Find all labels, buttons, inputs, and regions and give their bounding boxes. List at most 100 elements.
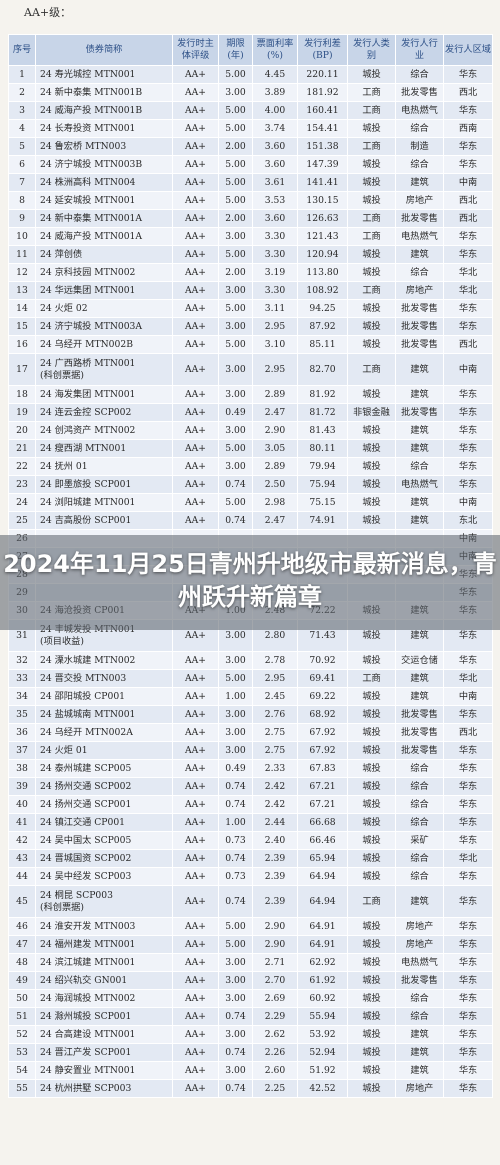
bond-name-line: 24 淮安开发 MTN003 — [40, 920, 136, 932]
cell-coupon: 3.30 — [252, 281, 298, 300]
cell-issuer-type: 城投 — [347, 317, 396, 336]
cell-issuer-industry: 综合 — [395, 155, 444, 174]
cell-issuer-industry: 综合 — [395, 989, 444, 1008]
cell-rating: AA+ — [172, 317, 219, 336]
cell-issuer-region: 华北 — [443, 263, 493, 282]
cell-bond-name: 24 邵阳城投 CP001 — [35, 687, 173, 706]
cell-rating: AA+ — [172, 687, 219, 706]
cell-issuer-region: 西北 — [443, 83, 493, 102]
cell-issuer-type: 城投 — [347, 971, 396, 990]
cell-issuer-type: 工商 — [347, 227, 396, 246]
table-row: 16 24 乌经开 MTN002B AA+ 5.00 3.10 85.11 城投 批发零售 西北 — [8, 335, 493, 354]
cell-issuer-type: 工商 — [347, 885, 396, 918]
table-row: 19 24 连云金控 SCP002 AA+ 0.49 2.47 81.72 非银金融 批发零售… — [8, 403, 493, 422]
cell-issuer-type: 城投 — [347, 813, 396, 832]
cell-issuer-type: 城投 — [347, 511, 396, 530]
cell-issuer-industry: 建筑 — [395, 1043, 444, 1062]
header-coupon: 票面利率(%) — [252, 34, 298, 66]
cell-issuer-region: 华东 — [443, 867, 493, 886]
cell-bond-name: 24 新中泰集 MTN001A — [35, 209, 173, 228]
cell-issuer-type: 城投 — [347, 245, 396, 264]
cell-index: 42 — [8, 831, 36, 850]
cell-term: 5.00 — [218, 155, 253, 174]
cell-coupon: 2.90 — [252, 421, 298, 440]
cell-bond-name: 24 延安城投 MTN001 — [35, 191, 173, 210]
cell-spread: 55.94 — [297, 1007, 348, 1026]
cell-rating: AA+ — [172, 971, 219, 990]
cell-coupon: 3.19 — [252, 263, 298, 282]
bond-name-line: 24 萍创债 — [40, 248, 83, 260]
cell-index: 34 — [8, 687, 36, 706]
cell-term: 0.74 — [218, 1043, 253, 1062]
bond-name-line: 24 乌经开 MTN002A — [40, 726, 133, 738]
cell-index: 32 — [8, 651, 36, 670]
cell-spread: 141.41 — [297, 173, 348, 192]
cell-rating: AA+ — [172, 299, 219, 318]
cell-bond-name: 24 吴中经发 SCP003 — [35, 867, 173, 886]
cell-issuer-industry: 综合 — [395, 813, 444, 832]
cell-issuer-type: 城投 — [347, 705, 396, 724]
cell-coupon: 3.60 — [252, 137, 298, 156]
cell-issuer-industry: 房地产 — [395, 1079, 444, 1098]
cell-index: 40 — [8, 795, 36, 814]
cell-coupon: 2.47 — [252, 511, 298, 530]
cell-rating: AA+ — [172, 795, 219, 814]
cell-issuer-region: 华东 — [443, 989, 493, 1008]
cell-term: 0.74 — [218, 777, 253, 796]
table-row: 17 24 广西路桥 MTN001 (科创票据) AA+ 3.00 2.95 82.70 工商… — [8, 353, 493, 386]
cell-index: 10 — [8, 227, 36, 246]
cell-term: 3.00 — [218, 353, 253, 386]
cell-spread: 120.94 — [297, 245, 348, 264]
cell-coupon: 3.89 — [252, 83, 298, 102]
cell-coupon: 2.70 — [252, 971, 298, 990]
cell-term: 0.74 — [218, 1079, 253, 1098]
cell-issuer-region: 华东 — [443, 65, 493, 84]
cell-term: 3.00 — [218, 457, 253, 476]
bond-name-line: 24 株洲高科 MTN004 — [40, 176, 136, 188]
cell-coupon: 2.78 — [252, 651, 298, 670]
cell-bond-name: 24 绍兴轨交 GN001 — [35, 971, 173, 990]
cell-issuer-industry: 批发零售 — [395, 723, 444, 742]
cell-index: 2 — [8, 83, 36, 102]
header-issuer-region: 发行人区域 — [443, 34, 493, 66]
cell-issuer-industry: 建筑 — [395, 173, 444, 192]
cell-issuer-region: 华东 — [443, 227, 493, 246]
table-row: 34 24 邵阳城投 CP001 AA+ 1.00 2.45 69.22 城投 建筑 中南 — [8, 687, 493, 706]
cell-spread: 62.92 — [297, 953, 348, 972]
cell-issuer-region: 中南 — [443, 353, 493, 386]
cell-index: 55 — [8, 1079, 36, 1098]
bond-name-line: 24 乌经开 MTN002B — [40, 338, 133, 350]
cell-rating: AA+ — [172, 475, 219, 494]
bond-name-line: 24 吴中国太 SCP005 — [40, 834, 132, 846]
cell-bond-name: 24 福州建发 MTN001 — [35, 935, 173, 954]
cell-issuer-industry: 综合 — [395, 65, 444, 84]
cell-index: 15 — [8, 317, 36, 336]
cell-bond-name: 24 浏阳城建 MTN001 — [35, 493, 173, 512]
cell-coupon: 2.95 — [252, 353, 298, 386]
cell-index: 36 — [8, 723, 36, 742]
cell-term: 3.00 — [218, 953, 253, 972]
cell-issuer-industry: 综合 — [395, 759, 444, 778]
bond-name-line: 24 杭州拱墅 SCP003 — [40, 1082, 132, 1094]
cell-index: 8 — [8, 191, 36, 210]
cell-index: 11 — [8, 245, 36, 264]
table-row: 43 24 晋城国资 SCP002 AA+ 0.74 2.39 65.94 城投 综合 华北 — [8, 849, 493, 868]
cell-spread: 87.92 — [297, 317, 348, 336]
bond-name-line: 24 瘦西湖 MTN001 — [40, 442, 127, 454]
cell-coupon: 2.90 — [252, 935, 298, 954]
cell-bond-name: 24 晋交投 MTN003 — [35, 669, 173, 688]
cell-bond-name: 24 滁州城投 SCP001 — [35, 1007, 173, 1026]
cell-index: 35 — [8, 705, 36, 724]
cell-issuer-region: 华东 — [443, 475, 493, 494]
cell-bond-name: 24 长寿投资 MTN001 — [35, 119, 173, 138]
cell-term: 0.49 — [218, 403, 253, 422]
cell-issuer-industry: 建筑 — [395, 385, 444, 404]
cell-rating: AA+ — [172, 209, 219, 228]
cell-spread: 52.94 — [297, 1043, 348, 1062]
cell-coupon: 2.76 — [252, 705, 298, 724]
cell-term: 3.00 — [218, 281, 253, 300]
cell-issuer-type: 城投 — [347, 777, 396, 796]
cell-index: 24 — [8, 493, 36, 512]
cell-bond-name: 24 扬州交通 SCP002 — [35, 777, 173, 796]
cell-bond-name: 24 晋城国资 SCP002 — [35, 849, 173, 868]
